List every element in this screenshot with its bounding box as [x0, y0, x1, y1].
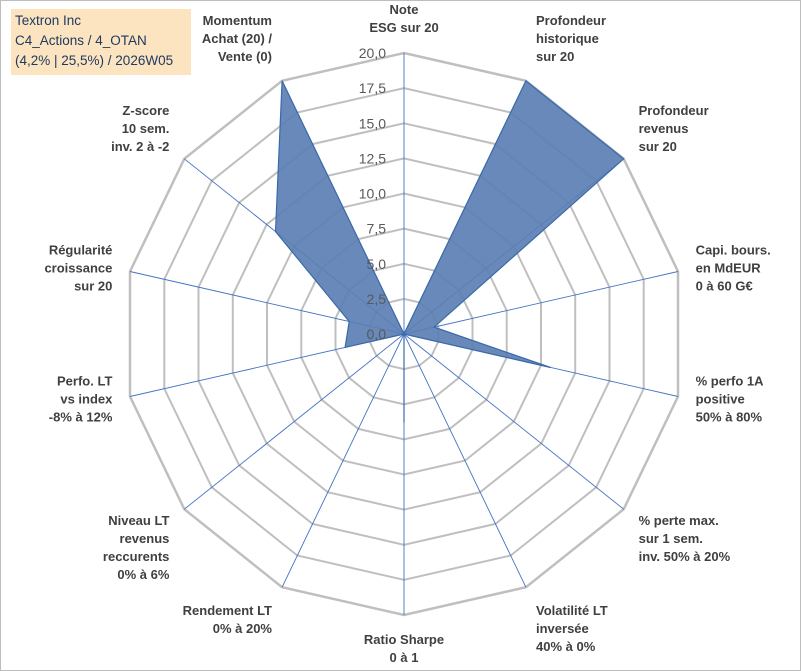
tick-label: 10,0 — [359, 186, 386, 202]
tick-label: 12,5 — [359, 150, 386, 166]
axis-label-6: Volatilité LT inversée 40% à 0% — [536, 603, 608, 654]
axis-label-2: Profondeur revenus sur 20 — [639, 103, 709, 154]
axis-label-9: Niveau LT revenus reccurents 0% à 6% — [103, 513, 170, 582]
axis-label-1: Profondeur historique sur 20 — [536, 13, 606, 64]
axis-label-10: Perfo. LT vs index -8% à 12% — [49, 374, 113, 425]
axis-label-11: Régularité croissance sur 20 — [44, 242, 112, 293]
axis-label-7: Ratio Sharpe 0 à 1 — [364, 632, 444, 665]
title-category: C4_Actions / 4_OTAN — [15, 33, 147, 48]
spoke-5 — [403, 333, 624, 510]
tick-label: 20,0 — [359, 45, 386, 61]
radar-series — [274, 79, 625, 423]
chart-title-box: Textron Inc C4_Actions / 4_OTAN (4,2% | … — [11, 9, 191, 75]
axis-label-13: Momentum Achat (20) / Vente (0) — [202, 13, 272, 64]
axis-label-12: Z-score 10 sem. inv. 2 à -2 — [111, 103, 169, 154]
radar-axis-labels: Note ESG sur 20 Profondeur historique sur 20… — [44, 2, 770, 665]
spoke-6 — [403, 333, 527, 588]
axis-label-0: Note ESG sur 20 — [369, 2, 438, 35]
axis-label-4: % perfo 1A positive 50% à 80% — [696, 374, 765, 425]
radar-tick-labels: 0,0 2,5 5,0 7,5 10,0 12,5 15,0 17,5 20,0 — [359, 45, 386, 342]
axis-label-5: % perte max. sur 1 sem. inv. 50% à 20% — [639, 513, 731, 564]
tick-label: 5,0 — [367, 256, 387, 272]
tick-label: 7,5 — [367, 221, 387, 237]
tick-label: 17,5 — [359, 80, 386, 96]
spoke-9 — [184, 333, 405, 510]
tick-label: 2,5 — [367, 291, 387, 307]
axis-label-8: Rendement LT 0% à 20% — [183, 603, 273, 636]
tick-label: 15,0 — [359, 115, 386, 131]
spoke-3 — [403, 271, 679, 335]
series-area — [274, 79, 625, 423]
title-stats: (4,2% | 25,5%) / 2026W05 — [15, 53, 174, 68]
spoke-8 — [281, 333, 405, 588]
axis-label-3: Capi. bours. en MdEUR 0 à 60 G€ — [696, 242, 771, 293]
tick-label: 0,0 — [367, 326, 387, 342]
title-company: Textron Inc — [15, 13, 82, 28]
